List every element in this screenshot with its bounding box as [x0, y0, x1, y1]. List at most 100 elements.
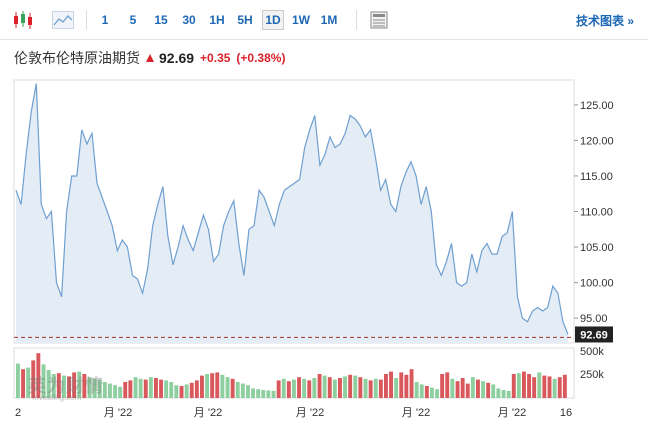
- price-change: +0.35: [200, 51, 231, 65]
- technical-chart-link[interactable]: 技术图表 »: [575, 14, 634, 28]
- volume-bar: [312, 378, 317, 398]
- volume-bar: [276, 380, 281, 398]
- x-tick-label: 月 '22: [194, 407, 222, 419]
- volume-bar: [511, 374, 516, 398]
- volume-bar: [128, 380, 133, 398]
- volume-bar: [465, 383, 470, 398]
- volume-bar: [338, 378, 342, 398]
- timeframe-1d[interactable]: 1D: [262, 10, 284, 30]
- volume-bar: [532, 377, 537, 398]
- x-tick-label: 2: [15, 407, 21, 419]
- volume-bar: [154, 378, 158, 398]
- volume-bar: [430, 387, 434, 398]
- volume-bar: [62, 375, 66, 398]
- volume-bar: [113, 385, 117, 398]
- volume-bar: [322, 375, 327, 398]
- volume-bar: [491, 384, 496, 398]
- timeframe-1m[interactable]: 1M: [320, 13, 338, 27]
- volume-bar: [26, 367, 31, 398]
- volume-bar: [205, 374, 209, 398]
- volume-bar: [348, 374, 353, 398]
- volume-bar: [552, 378, 557, 398]
- watermark-sub: Investing.com: [32, 393, 82, 402]
- last-price: 92.69: [159, 50, 195, 66]
- volume-bar: [373, 378, 378, 398]
- volume-tick-label: 500k: [580, 346, 604, 358]
- volume-bar: [82, 374, 87, 398]
- y-tick-label: 95.00: [580, 313, 608, 325]
- toolbar-divider: [86, 10, 87, 30]
- volume-bar: [281, 378, 286, 398]
- area-chart-icon[interactable]: [52, 11, 74, 29]
- volume-bar: [159, 379, 163, 398]
- toolbar-divider: [356, 10, 357, 30]
- timeframe-1h[interactable]: 1H: [209, 13, 225, 27]
- volume-bar: [537, 372, 542, 398]
- data-table-icon[interactable]: [370, 9, 388, 31]
- y-tick-label: 120.00: [580, 135, 614, 147]
- volume-bar: [256, 389, 261, 398]
- x-tick-label: 月 '22: [498, 407, 526, 419]
- watermark-logo: 英为财情: [28, 376, 104, 396]
- volume-bar: [414, 382, 419, 398]
- volume-bar: [16, 363, 20, 398]
- volume-bar: [292, 379, 296, 398]
- volume-bar: [164, 380, 169, 398]
- volume-bar: [363, 378, 368, 398]
- volume-bar: [476, 379, 480, 398]
- volume-bar: [92, 378, 97, 398]
- volume-bar: [399, 372, 404, 398]
- volume-bar: [547, 376, 552, 398]
- volume-bar: [41, 364, 46, 398]
- volume-bar: [440, 374, 445, 398]
- timeframe-15[interactable]: 15: [154, 13, 168, 27]
- volume-bar: [36, 353, 41, 398]
- volume-bar: [56, 373, 61, 398]
- volume-bar: [353, 375, 358, 398]
- volume-bar: [194, 380, 199, 398]
- y-tick-label: 100.00: [580, 278, 614, 290]
- volume-bar: [97, 379, 102, 398]
- volume-bar: [527, 374, 531, 398]
- volume-bar: [516, 373, 521, 398]
- volume-bar: [542, 375, 547, 398]
- y-tick-label: 115.00: [580, 171, 613, 183]
- volume-bar: [302, 378, 307, 398]
- volume-bar: [435, 389, 439, 398]
- timeframe-1w[interactable]: 1W: [292, 13, 310, 27]
- volume-bar: [368, 380, 373, 398]
- volume-bar: [557, 377, 562, 398]
- volume-bar: [235, 382, 240, 398]
- volume-bar: [133, 377, 138, 398]
- candlestick-icon[interactable]: [12, 9, 34, 31]
- volume-bar: [562, 374, 567, 398]
- timeframe-1[interactable]: 1: [101, 13, 109, 27]
- timeframe-30[interactable]: 30: [182, 13, 196, 27]
- volume-bar: [189, 382, 194, 398]
- volume-bar: [297, 377, 301, 398]
- timeframe-5[interactable]: 5: [129, 13, 137, 27]
- volume-tick-label: 250k: [580, 369, 604, 381]
- volume-bar: [261, 390, 266, 398]
- volume-bar: [179, 386, 184, 398]
- volume-bar: [286, 381, 291, 398]
- volume-bar: [46, 370, 51, 398]
- volume-bar: [522, 371, 526, 398]
- volume-bar: [486, 382, 491, 398]
- volume-bar: [230, 378, 235, 398]
- volume-bar: [210, 373, 215, 398]
- timeframe-5h[interactable]: 5H: [237, 13, 253, 27]
- volume-bar: [215, 372, 220, 398]
- volume-bar: [424, 386, 429, 398]
- instrument-name: 伦敦布伦特原油期货: [14, 50, 140, 66]
- x-tick-label: 月 '22: [104, 407, 132, 419]
- volume-bar: [102, 382, 107, 398]
- volume-bar: [404, 374, 409, 398]
- volume-bar: [51, 374, 56, 398]
- volume-bar: [358, 377, 363, 398]
- volume-bar: [317, 374, 322, 398]
- volume-bar: [409, 369, 414, 398]
- instrument-header: 伦敦布伦特原油期货 92.69 +0.35 (+0.38%): [14, 47, 285, 69]
- volume-bar: [246, 385, 250, 398]
